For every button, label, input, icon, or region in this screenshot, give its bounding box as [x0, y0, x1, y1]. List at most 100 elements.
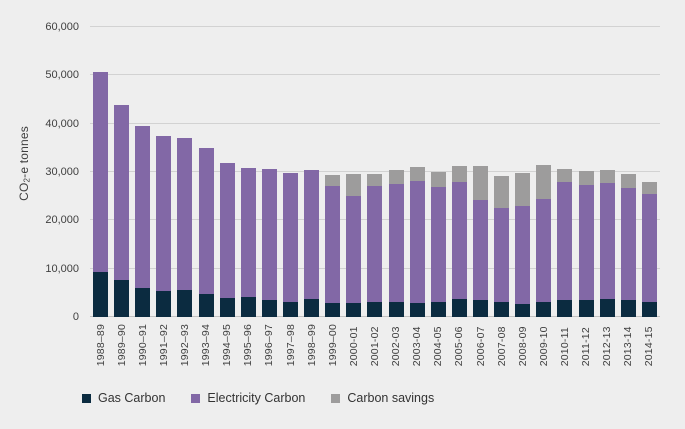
bar-stack — [451, 166, 467, 317]
bar-slot — [132, 27, 153, 317]
y-tick-label: 10,000 — [45, 262, 79, 275]
x-tick-slot: 2000-01 — [343, 317, 364, 366]
bar-segment-electricity-carbon — [536, 198, 552, 302]
bar-segment-gas-carbon — [388, 302, 404, 317]
bar-slot — [322, 27, 343, 317]
bar-segment-electricity-carbon — [557, 182, 573, 301]
x-tick-slot: 2004-05 — [428, 317, 449, 366]
x-tick-slot: 1992–93 — [174, 317, 195, 366]
bar-slot — [533, 27, 554, 317]
x-tick-label: 1999–00 — [326, 324, 339, 367]
bar-segment-electricity-carbon — [515, 206, 531, 305]
x-tick-slot: 2012-13 — [597, 317, 618, 366]
bar-stack — [325, 174, 341, 317]
bar-segment-carbon-savings — [409, 166, 425, 182]
bar-slot — [343, 27, 364, 317]
bar-stack — [536, 164, 552, 317]
x-tick-label: 2002-03 — [390, 326, 403, 367]
x-tick-label: 2005-06 — [453, 326, 466, 367]
bar-stack — [261, 169, 277, 317]
bar-stack — [388, 170, 404, 317]
x-tick-slot: 2010-11 — [554, 317, 575, 366]
bar-slot — [386, 27, 407, 317]
gridline-60000 — [90, 26, 660, 27]
bar-segment-electricity-carbon — [473, 200, 489, 301]
bar-segment-carbon-savings — [536, 164, 552, 199]
y-tick-label: 30,000 — [45, 166, 79, 178]
bar-stack — [494, 175, 510, 317]
bar-segment-carbon-savings — [599, 169, 615, 184]
bar-segment-gas-carbon — [261, 300, 277, 317]
bar-segment-carbon-savings — [346, 174, 362, 197]
bar-segment-carbon-savings — [367, 174, 383, 186]
bar-stack — [515, 173, 531, 317]
bar-segment-gas-carbon — [283, 301, 299, 317]
legend-item-carbon-savings: Carbon savings — [331, 391, 434, 405]
y-tick-label: 50,000 — [45, 69, 79, 82]
bar-slot — [639, 27, 660, 317]
x-tick-label: 2007-08 — [495, 326, 508, 367]
bar-slot — [217, 27, 238, 317]
bar-segment-gas-carbon — [325, 302, 341, 317]
bar-slot — [512, 27, 533, 317]
x-tick-label: 2010-11 — [558, 327, 571, 367]
bar-segment-electricity-carbon — [367, 185, 383, 303]
bars — [90, 27, 660, 317]
x-tick-slot: 2007-08 — [491, 317, 512, 366]
bar-segment-gas-carbon — [473, 300, 489, 317]
bar-stack — [198, 147, 214, 317]
bar-segment-gas-carbon — [451, 298, 467, 317]
y-axis-title-prefix: CO — [17, 182, 31, 201]
bar-slot — [576, 27, 597, 317]
legend-label: Carbon savings — [347, 391, 435, 405]
x-tick-label: 2004-05 — [432, 326, 445, 367]
bar-segment-electricity-carbon — [578, 185, 594, 301]
bar-segment-electricity-carbon — [641, 193, 657, 302]
bar-segment-electricity-carbon — [114, 105, 130, 281]
x-tick-slot: 1998–99 — [301, 317, 322, 366]
bar-segment-carbon-savings — [557, 169, 573, 183]
bar-segment-gas-carbon — [409, 302, 425, 317]
bar-stack — [114, 105, 130, 317]
legend-label: Electricity Carbon — [207, 391, 306, 405]
x-tick-label: 1990–91 — [136, 324, 149, 367]
x-tick-slot: 2005-06 — [449, 317, 470, 366]
bar-segment-carbon-savings — [578, 171, 594, 186]
x-tick-label: 2011-12 — [580, 327, 593, 367]
bar-segment-carbon-savings — [473, 165, 489, 201]
bar-segment-electricity-carbon — [219, 163, 235, 298]
x-tick-slot: 2001-02 — [364, 317, 385, 366]
x-tick-label: 2012-13 — [601, 326, 614, 367]
x-tick-slot: 1990–91 — [132, 317, 153, 366]
bar-slot — [364, 27, 385, 317]
bar-segment-electricity-carbon — [388, 183, 404, 303]
x-tick-slot: 2003-04 — [407, 317, 428, 366]
bar-stack — [93, 71, 109, 317]
bar-stack — [430, 172, 446, 317]
bar-stack — [409, 166, 425, 317]
bar-stack — [641, 181, 657, 317]
bar-segment-electricity-carbon — [599, 183, 615, 299]
bar-segment-gas-carbon — [198, 294, 214, 317]
bar-segment-gas-carbon — [135, 287, 151, 317]
bar-segment-carbon-savings — [641, 181, 657, 194]
x-tick-slot: 1989–90 — [111, 317, 132, 366]
bar-segment-gas-carbon — [367, 302, 383, 317]
x-tick-slot: 1999–00 — [322, 317, 343, 366]
bar-stack — [578, 171, 594, 317]
x-tick-label: 2009-10 — [537, 326, 550, 367]
gridline-50000 — [90, 74, 660, 76]
bar-stack — [240, 167, 256, 317]
bar-segment-gas-carbon — [578, 300, 594, 317]
bar-segment-electricity-carbon — [304, 169, 320, 299]
x-tick-slot: 2013-14 — [618, 317, 639, 366]
bar-stack — [367, 174, 383, 317]
bar-slot — [470, 27, 491, 317]
bar-stack — [304, 169, 320, 317]
bar-stack — [219, 163, 235, 317]
bar-slot — [196, 27, 217, 317]
x-tick-label: 1993–94 — [200, 324, 213, 367]
bar-segment-gas-carbon — [346, 302, 362, 317]
x-tick-slot: 1997–98 — [280, 317, 301, 366]
